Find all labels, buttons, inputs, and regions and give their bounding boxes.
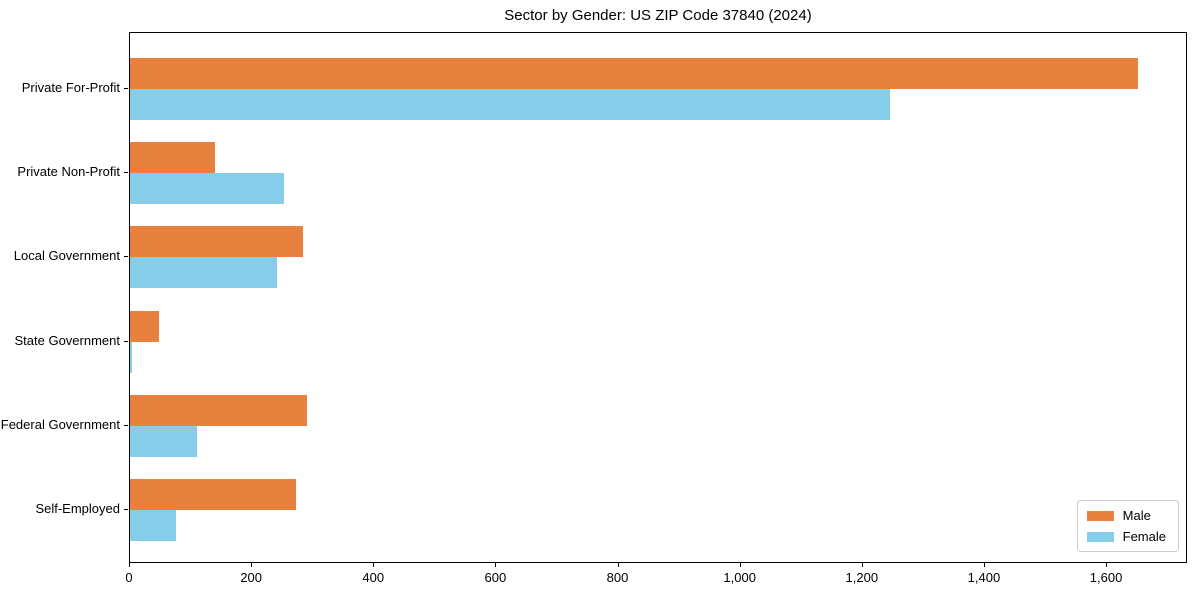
y-label-state-government: State Government [14, 332, 121, 348]
x-label-1,200: 1,200 [845, 570, 879, 585]
bar-female-federal-government [130, 425, 198, 457]
x-tick-1,400 [983, 563, 985, 567]
y-tick-self-employed [124, 509, 128, 510]
y-label-local-government: Local Government [13, 248, 120, 264]
x-label-600: 600 [484, 570, 507, 585]
x-tick-400 [373, 563, 375, 567]
chart-title: Sector by Gender: US ZIP Code 37840 (202… [504, 7, 812, 24]
y-tick-private-non-profit [124, 172, 128, 174]
x-label-1,600: 1,600 [1089, 570, 1123, 585]
legend-swatch-female-icon [1086, 531, 1114, 542]
plot-area: Male Female [129, 32, 1187, 563]
x-tick-1,600 [1106, 563, 1108, 567]
x-label-800: 800 [606, 570, 629, 585]
y-tick-state-government [124, 340, 128, 342]
bar-male-private-non-profit [130, 142, 216, 174]
x-label-200: 200 [240, 570, 262, 585]
x-tick-200 [251, 563, 253, 567]
x-label-1,400: 1,400 [967, 570, 1001, 585]
y-label-federal-government: Federal Government [0, 416, 120, 432]
legend-label-male: Male [1122, 508, 1151, 523]
bar-male-federal-government [130, 394, 308, 426]
bar-female-private-for-profit [130, 89, 891, 120]
y-label-private-for-profit: Private For-Profit [21, 80, 120, 95]
x-tick-0 [129, 563, 130, 567]
y-label-self-employed: Self-Employed [35, 501, 120, 516]
legend-item-male: Male [1086, 508, 1166, 523]
y-label-private-non-profit: Private Non-Profit [17, 164, 120, 180]
x-tick-1,000 [739, 563, 741, 567]
bar-female-state-government [130, 341, 132, 373]
x-tick-1,200 [861, 563, 863, 567]
y-tick-private-for-profit [124, 88, 128, 89]
legend-item-female: Female [1086, 529, 1166, 544]
x-tick-600 [495, 563, 497, 567]
y-tick-local-government [124, 256, 128, 258]
y-tick-federal-government [124, 424, 128, 426]
bar-female-private-non-profit [130, 173, 284, 205]
bar-female-self-employed [130, 510, 176, 541]
bar-male-local-government [130, 226, 303, 258]
x-tick-800 [617, 563, 619, 567]
bar-male-private-for-profit [130, 58, 1138, 89]
legend-swatch-male-icon [1086, 510, 1114, 521]
legend-label-female: Female [1122, 529, 1166, 544]
x-label-0: 0 [125, 570, 133, 585]
bar-male-state-government [130, 310, 159, 342]
bar-male-self-employed [130, 479, 297, 510]
bar-female-local-government [130, 257, 277, 289]
x-label-400: 400 [362, 570, 385, 585]
x-label-1,000: 1,000 [723, 570, 756, 585]
legend: Male Female [1076, 500, 1179, 552]
